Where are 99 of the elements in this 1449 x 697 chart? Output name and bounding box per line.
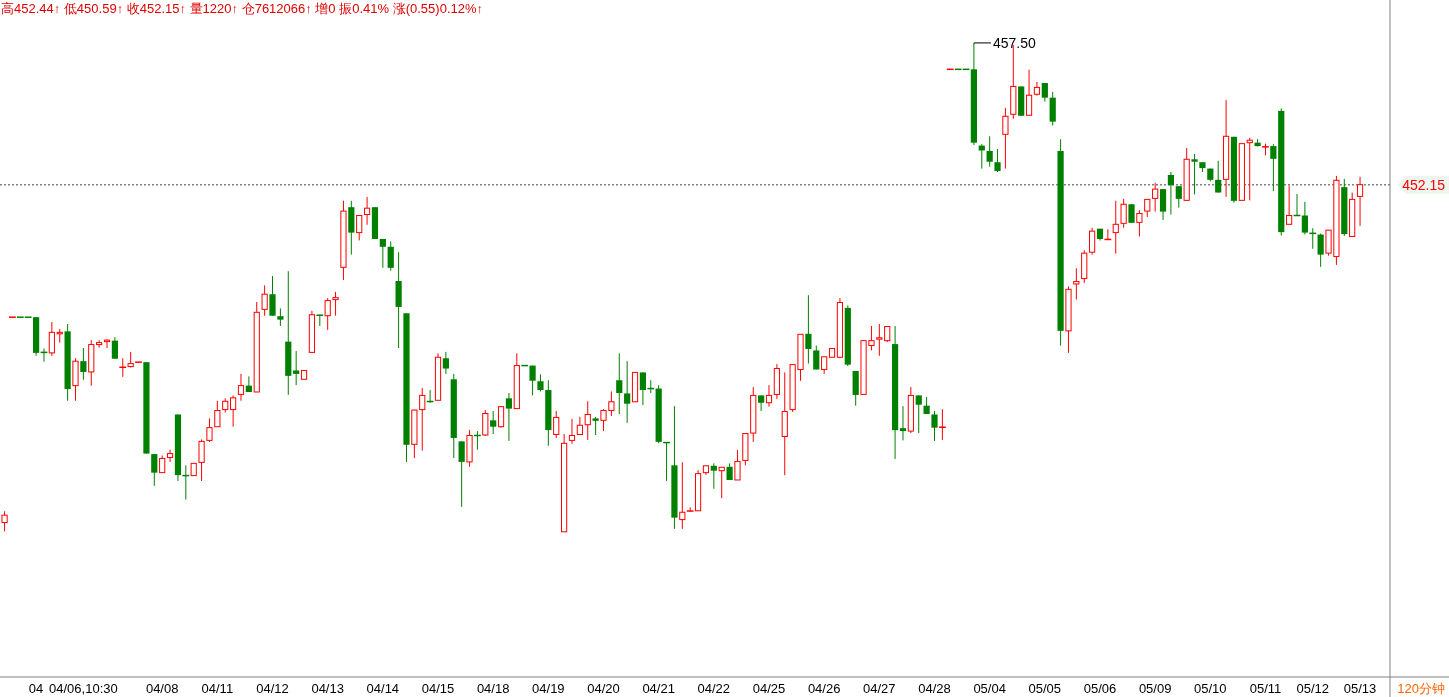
candlestick [363,196,371,226]
x-tick-label: 05/09 [1138,681,1172,696]
candlestick [624,360,631,424]
x-tick-label: 05/11 [1249,681,1282,696]
candlestick [505,392,513,442]
candlestick [986,135,993,168]
candlestick [529,365,536,396]
candlestick [80,347,87,381]
candlestick [379,238,386,269]
candlestick [111,336,118,360]
candlestick [1073,267,1080,301]
x-tick-label: 04 [28,681,44,696]
candlestick [166,449,174,463]
candlestick [1112,200,1119,255]
candlestick [1167,171,1175,216]
candlestick [151,453,158,487]
x-tick-label: 04/08 [145,681,179,696]
candlestick [1159,188,1167,221]
candlestick [1317,233,1324,268]
candlestick [315,314,324,327]
x-axis-title: 120分钟 [1397,681,1445,696]
x-tick-label: 05/04 [973,681,1006,696]
candlestick [1246,137,1253,201]
x-tick-label: 05/10 [1194,681,1227,696]
candlestick [206,417,213,443]
candlestick [679,461,686,530]
candlestick [765,384,773,408]
x-tick-label: 05/05 [1028,681,1062,696]
candlestick [931,410,938,442]
x-tick-label: 04/25 [752,681,786,696]
candlestick [553,410,560,439]
candlestick [458,440,465,508]
candlestick [718,466,725,499]
x-tick-label: 04/15 [421,681,455,696]
text: 452.15 [1402,176,1446,193]
x-tick-label: 05/06 [1083,681,1117,696]
candlestick [1128,203,1135,224]
x-tick-label: 04/06,10:30 [49,681,118,696]
x-tick-label: 04/22 [697,681,731,696]
candlestick [805,294,812,365]
candlestick [497,406,505,429]
candlestick [387,240,394,272]
x-tick-label: 04/19 [532,681,565,696]
candlestick [568,418,576,445]
candlestick [332,291,339,317]
x-tick-label: 04/13 [311,681,344,696]
candlestick [1049,91,1056,127]
chart-title: 高452.44↑ 低450.59↑ 收452.15↑ 量1220↑ 仓7612066↑ 增0 振0.41% 涨(0.55)0.12%↑ [1,1,484,16]
candlestick [442,351,449,375]
candlestick [915,394,922,434]
candlestick [230,394,237,428]
candlestick [1002,107,1009,170]
candlestick [245,375,252,393]
candlestick [1,510,8,532]
candlestick [1175,185,1182,209]
candlestick [1215,160,1222,194]
x-tick-label: 04/26 [807,681,841,696]
x-tick-label: 04/21 [642,681,675,696]
candlestick [592,416,599,436]
candlestick [1136,209,1143,238]
x-tick-label: 04/18 [476,681,510,696]
candlestick [1089,227,1096,256]
candlestick [758,394,765,412]
candlestick [899,405,907,441]
candlestick [214,400,221,428]
candlestick [261,284,268,317]
candlestick [1191,153,1198,195]
candlestick [482,409,489,437]
x-tick-label: 04/27 [863,681,896,696]
candlestick [490,410,497,435]
candlestick [1356,176,1364,227]
candlestick [356,215,363,241]
candlestick [1152,182,1159,213]
candlestick [269,275,276,317]
x-tick-label: 04/28 [918,681,951,696]
x-tick-label: 05/13 [1343,681,1377,696]
candlestick [1301,201,1308,236]
candlestick [198,438,205,482]
candlestick [852,370,859,407]
candlestick [710,462,717,490]
candlestick [938,408,947,441]
x-tick-label: 04/12 [256,681,289,696]
candlestick [1120,198,1127,229]
candlestick [584,400,591,441]
x-tick-label: 04/20 [587,681,620,696]
candlestick [734,449,741,481]
candlestick [293,350,300,386]
x-tick-label: 04/11 [201,681,234,696]
candlestick [616,352,623,415]
x-tick-label: 04/14 [366,681,400,696]
candlestick [1286,185,1293,225]
candlestick [994,148,1001,173]
annotation: 457.50 [992,34,1036,51]
candlestick [237,373,245,402]
candlestick [1025,69,1033,116]
candlestick [1041,82,1048,103]
candlestick [324,297,331,331]
x-tick-label: 05/12 [1296,681,1330,696]
candlestick [1270,143,1277,192]
